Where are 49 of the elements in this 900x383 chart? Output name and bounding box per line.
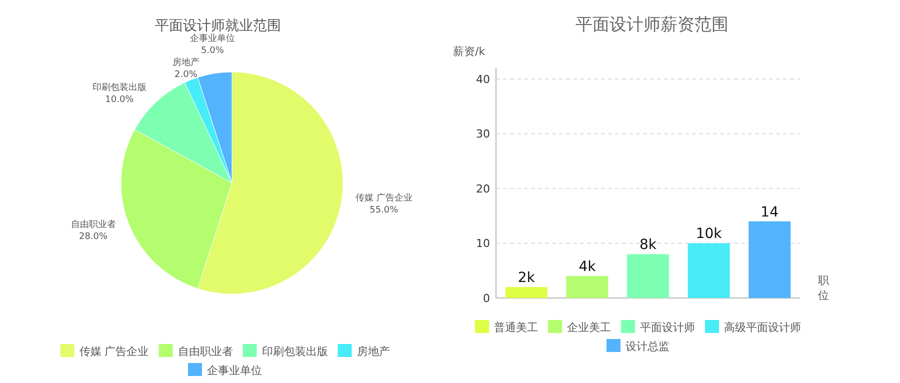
x-axis-title: 职位 [818,274,829,302]
bar [627,254,669,298]
chart-title: 平面设计师就业范围 [155,18,281,34]
slice-label: 房地产 [172,56,200,68]
data-label: 10.0% [105,94,134,105]
bar [505,287,548,298]
legend-item: 传媒 广告企业 [60,344,149,358]
y-tick-label: 10 [476,237,490,250]
legend-item: 印刷包装出版 [242,344,328,358]
legend-label: 企事业单位 [207,364,262,377]
data-label: 4k [578,259,597,276]
legend-label: 传媒 广告企业 [79,345,149,358]
legend-item: 设计总监 [606,339,670,353]
legend-item: 平面设计师 [621,320,695,334]
y-tick-label: 30 [476,128,490,141]
y-tick-label: 0 [483,292,490,305]
data-label: 28.0% [78,232,108,242]
legend-item: 企业美工 [548,320,611,334]
chart-title: 平面设计师薪资范围 [576,15,728,35]
data-label: 8k [639,237,658,254]
legend-item: 高级平面设计师 [705,320,801,334]
legend-label: 自由职业者 [178,345,233,358]
data-label: 2k [518,270,536,286]
legend-label: 高级平面设计师 [724,321,801,334]
legend-label: 平面设计师 [640,321,695,334]
slice-label: 印刷包装出版 [92,82,146,93]
data-label: 2.0% [174,70,198,80]
slice-label: 传媒 广告企业 [355,192,412,204]
y-axis-title: 薪资/k [453,45,486,58]
bar [748,221,791,298]
slice-label: 企事业单位 [190,32,235,44]
legend-label: 房地产 [356,345,390,358]
data-label: 10k [696,226,723,242]
legend-label: 企业美工 [567,321,611,334]
bar [566,276,608,298]
y-tick-label: 40 [476,72,490,86]
bar [688,243,730,298]
data-label: 55.0% [370,206,399,216]
legend-label: 设计总监 [626,340,670,353]
data-label: 5.0% [201,46,224,56]
data-label: 14 [760,204,779,220]
y-tick-label: 20 [476,182,490,196]
slice-label: 自由职业者 [70,219,116,230]
legend-item: 企事业单位 [188,363,262,377]
legend-label: 普通美工 [494,321,538,334]
legend-item: 自由职业者 [158,344,233,358]
legend-item: 房地产 [338,344,390,358]
legend-label: 印刷包装出版 [262,345,328,358]
legend-item: 普通美工 [475,320,538,334]
